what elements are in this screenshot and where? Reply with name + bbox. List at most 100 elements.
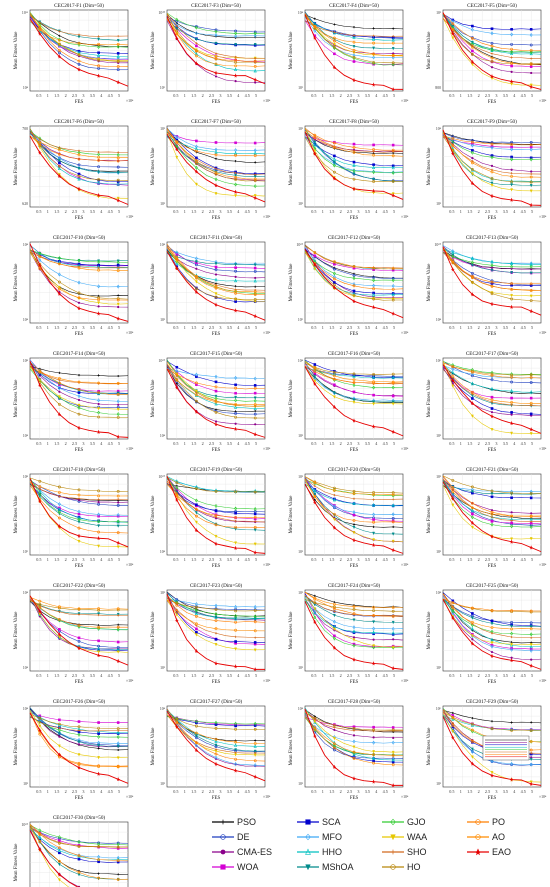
- data-point: [352, 612, 356, 616]
- tick-label: 2: [202, 93, 204, 98]
- data-point: [37, 847, 42, 852]
- data-point: [391, 512, 395, 517]
- tick-label: 10⁴: [436, 318, 442, 322]
- data-point: [195, 49, 198, 53]
- data-point: [451, 486, 455, 489]
- tick-label: 0.5: [173, 209, 178, 214]
- data-point: [234, 55, 237, 59]
- data-point: [391, 287, 395, 291]
- data-point: [470, 634, 474, 638]
- tick-label: 0.5: [36, 441, 41, 446]
- data-point: [58, 377, 61, 380]
- data-point: [333, 154, 336, 158]
- tick-label: 2: [65, 93, 67, 98]
- tick-label: 10³: [436, 202, 442, 206]
- tick-label: 0.5: [449, 209, 454, 214]
- data-point: [471, 506, 474, 510]
- data-point: [195, 627, 198, 631]
- data-point: [253, 542, 257, 546]
- data-point: [352, 739, 356, 744]
- tick-label: 2.5: [485, 441, 490, 446]
- data-point: [390, 864, 396, 870]
- series-line: [29, 485, 129, 534]
- tick-label: 10³: [436, 11, 442, 15]
- series-line: [304, 716, 404, 766]
- data-point: [451, 491, 455, 496]
- data-point: [97, 512, 101, 517]
- data-point: [313, 366, 317, 370]
- data-point: [470, 490, 474, 494]
- data-point: [116, 625, 120, 629]
- data-point: [234, 160, 237, 163]
- tick-label: 2: [340, 441, 342, 446]
- data-point: [490, 720, 494, 723]
- series-line: [304, 252, 404, 290]
- data-point: [352, 638, 356, 642]
- data-point: [471, 390, 474, 394]
- data-point: [77, 526, 81, 530]
- tick-label: 2.5: [72, 557, 77, 562]
- data-point: [214, 153, 218, 157]
- legend-label: WAA: [407, 832, 428, 842]
- data-point: [372, 148, 376, 151]
- tick-label: 4.5: [521, 209, 526, 214]
- series-line: [29, 21, 129, 58]
- data-point: [313, 25, 317, 28]
- legend-item: EAO: [467, 846, 511, 858]
- tick-label: 3.5: [90, 441, 95, 446]
- tick-label: 5: [118, 789, 120, 794]
- data-point: [77, 167, 81, 171]
- tick-label: 2: [65, 673, 67, 678]
- data-point: [175, 485, 179, 490]
- data-point: [77, 53, 81, 57]
- data-point: [234, 269, 238, 273]
- axis-exponent: ×10⁴: [401, 679, 409, 683]
- legend-swatch: [212, 834, 234, 840]
- data-point: [234, 635, 237, 638]
- panel-title: CEC2017-F28 (Dim=50): [328, 698, 381, 705]
- data-point: [220, 819, 226, 825]
- data-point: [333, 36, 336, 40]
- tick-label: 4: [100, 93, 103, 98]
- data-point: [510, 380, 514, 384]
- data-point: [214, 410, 218, 414]
- data-point: [510, 647, 514, 652]
- data-point: [77, 258, 81, 263]
- series-line: [304, 715, 404, 756]
- tick-label: 3.5: [503, 441, 508, 446]
- data-point: [490, 301, 494, 307]
- data-point: [490, 489, 494, 493]
- tick-label: 0.5: [173, 325, 178, 330]
- data-point: [234, 182, 238, 187]
- tick-label: 1.5: [54, 557, 59, 562]
- chart-panel: CEC2017-F28 (Dim=50)0.5 1 1.5 2 2.5 3 3.5 4 4.5 5…: [289, 698, 409, 801]
- x-axis-label: FES: [212, 564, 221, 569]
- data-point: [214, 265, 218, 269]
- data-point: [391, 763, 395, 767]
- data-point: [510, 168, 513, 171]
- data-point: [529, 627, 533, 631]
- data-point: [451, 503, 455, 507]
- data-point: [116, 524, 120, 528]
- data-point: [332, 391, 336, 395]
- data-point: [372, 502, 376, 507]
- chart-panel: CEC2017-F12 (Dim=50)0.5 1 1.5 2 2.5 3 3.5 4 4.5 5…: [289, 234, 409, 337]
- data-point: [352, 40, 356, 44]
- data-point: [509, 777, 514, 782]
- data-point: [333, 277, 336, 281]
- data-point: [470, 27, 474, 32]
- data-point: [451, 601, 455, 605]
- data-point: [471, 717, 474, 720]
- tick-label: 10⁴: [298, 11, 304, 15]
- tick-label: 1: [460, 673, 462, 678]
- data-point: [471, 138, 474, 142]
- data-point: [490, 266, 494, 269]
- data-point: [372, 605, 376, 609]
- series-line: [442, 475, 542, 494]
- data-point: [254, 57, 257, 60]
- data-point: [117, 266, 120, 269]
- data-point: [77, 405, 81, 410]
- data-point: [175, 24, 178, 27]
- data-point: [97, 519, 101, 524]
- legend-swatch: [382, 864, 404, 870]
